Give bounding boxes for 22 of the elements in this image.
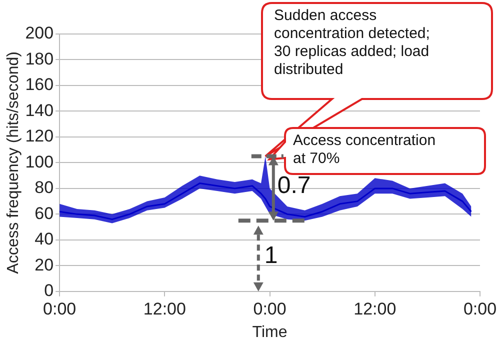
y-tick-label: 140	[25, 100, 54, 120]
x-axis-title: Time	[252, 324, 288, 341]
annotation: 0.7	[277, 172, 312, 200]
y-tick-label: 200	[25, 24, 54, 43]
y-axis-title: Access frequency (hits/second)	[5, 52, 22, 274]
x-tick-label: 0:00	[463, 299, 497, 318]
y-tick-label: 180	[25, 49, 54, 68]
y-tick-label: 0	[44, 281, 54, 300]
y-tick-label: 120	[25, 126, 54, 146]
y-tick-label: 160	[25, 75, 54, 94]
y-tick-label: 100	[25, 152, 54, 172]
y-tick-label: 20	[34, 255, 54, 274]
x-tick-label: 0:00	[43, 299, 76, 318]
y-tick-label: 80	[34, 178, 54, 198]
y-tick-label: 40	[34, 230, 54, 249]
x-tick-label: 0:00	[253, 299, 286, 318]
x-tick-label: 12:00	[354, 299, 396, 318]
annotation: Access concentration at 70%	[293, 132, 437, 168]
y-tick-label: 60	[34, 204, 54, 223]
annotation: Sudden access concentration detected; 30 replicas added; load distributed	[274, 7, 431, 79]
x-tick-label: 12:00	[143, 299, 186, 318]
annotation: 1	[264, 242, 279, 270]
